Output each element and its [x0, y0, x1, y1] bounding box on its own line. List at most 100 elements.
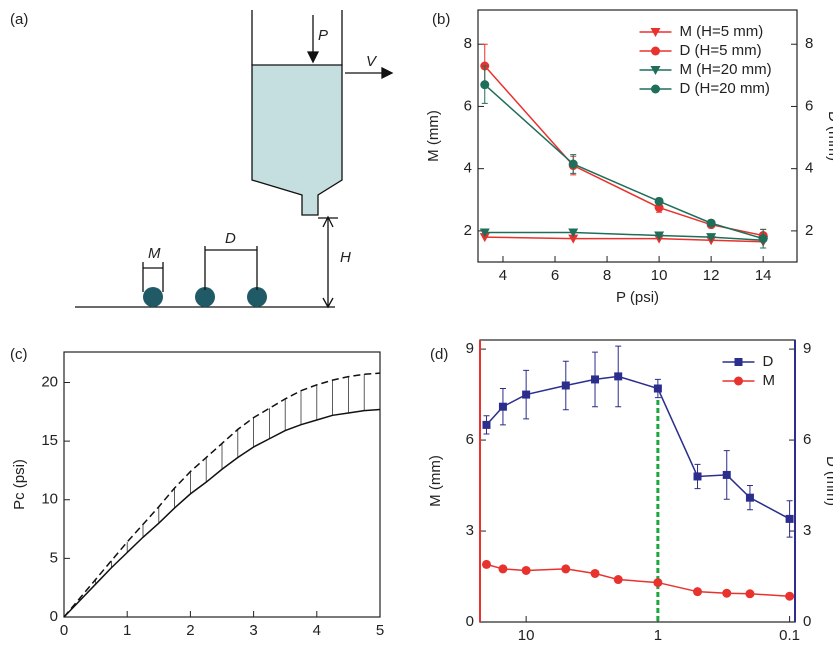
y-tick-label: 6	[466, 431, 474, 448]
panel-label: (a)	[10, 11, 28, 28]
series-line	[63, 372, 381, 618]
series-line	[63, 408, 381, 618]
series-line	[486, 563, 790, 597]
legend-label: M (H=5 mm)	[680, 23, 764, 40]
legend-label: D (H=20 mm)	[680, 80, 770, 97]
marker	[734, 376, 743, 386]
x-tick-label: 0	[60, 622, 68, 639]
marker	[654, 231, 665, 241]
plot-frame	[477, 9, 798, 263]
y-axis-label: M (mm)	[425, 110, 442, 162]
marker	[590, 568, 600, 578]
y-tick-label: 4	[464, 160, 472, 177]
x-tick-label: 1	[654, 627, 662, 644]
x-tick-label: 5	[376, 622, 384, 639]
marker	[654, 196, 664, 206]
droplet	[247, 287, 267, 307]
legend-label: M (H=20 mm)	[680, 61, 772, 78]
y-tick-label: 10	[41, 491, 58, 508]
marker	[498, 402, 507, 411]
marker	[653, 384, 662, 393]
series-line	[485, 375, 790, 520]
syringe-body	[251, 64, 343, 216]
marker	[613, 575, 623, 585]
legend-label: D (H=5 mm)	[680, 42, 762, 59]
marker	[706, 233, 717, 243]
m-bracket	[142, 262, 164, 292]
y-axis-label: Pc (psi)	[11, 459, 28, 510]
y-tick-label: 6	[464, 97, 472, 114]
x-tick-label: 4	[313, 622, 321, 639]
marker	[734, 358, 743, 366]
marker	[521, 565, 531, 575]
arrowhead	[381, 66, 394, 80]
marker	[693, 472, 702, 481]
marker	[561, 564, 571, 574]
marker	[693, 587, 703, 597]
y2-tick-label: 2	[805, 222, 813, 239]
droplet	[195, 287, 215, 307]
y-tick-label: 15	[41, 432, 58, 449]
marker	[522, 390, 531, 399]
marker	[498, 564, 508, 574]
marker	[745, 589, 755, 599]
panel-label: (b)	[432, 11, 450, 28]
series-line	[484, 84, 764, 240]
panel-label: (c)	[10, 346, 28, 363]
x-tick-label: 8	[603, 267, 611, 284]
plot-frame	[63, 351, 381, 618]
y2-tick-label: 8	[805, 35, 813, 52]
marker	[722, 470, 731, 479]
y2-tick-label: 9	[803, 340, 811, 357]
y-tick-label: 9	[466, 340, 474, 357]
y-tick-label: 5	[50, 549, 58, 566]
x-tick-label: 12	[703, 267, 720, 284]
y-tick-label: 3	[466, 522, 474, 539]
y-tick-label: 8	[464, 35, 472, 52]
x-tick-label: 10	[518, 627, 535, 644]
marker	[479, 228, 490, 238]
marker	[651, 84, 660, 94]
h-label: H	[340, 249, 351, 266]
y2-tick-label: 6	[803, 431, 811, 448]
x-tick-label: 6	[551, 267, 559, 284]
panel-label: (d)	[430, 346, 448, 363]
marker	[785, 591, 795, 601]
y2-axis-label: D (mm)	[823, 456, 833, 506]
x-tick-label: 1	[123, 622, 131, 639]
y2-tick-label: 0	[803, 613, 811, 630]
marker	[614, 372, 623, 381]
legend-label: M	[763, 372, 776, 389]
y2-tick-label: 3	[803, 522, 811, 539]
marker	[651, 46, 660, 56]
marker	[480, 80, 490, 90]
x-axis-label: P (psi)	[616, 289, 659, 306]
marker	[758, 234, 768, 244]
marker	[591, 375, 600, 384]
x-tick-label: 14	[755, 267, 772, 284]
marker	[653, 578, 663, 588]
marker	[479, 233, 490, 243]
marker	[561, 381, 570, 390]
v-label: V	[366, 53, 378, 70]
marker	[650, 66, 661, 75]
marker	[568, 228, 579, 238]
marker	[568, 234, 579, 244]
x-tick-label: 2	[186, 622, 194, 639]
x-tick-label: 4	[499, 267, 507, 284]
y2-tick-label: 4	[805, 160, 813, 177]
x-axis-label: V (mm/s)	[192, 644, 253, 646]
y-tick-label: 2	[464, 222, 472, 239]
marker	[745, 493, 754, 502]
m-label: M	[148, 245, 161, 262]
p-label: P	[318, 27, 328, 44]
marker	[654, 203, 664, 213]
marker	[785, 514, 794, 523]
d-bracket	[204, 246, 258, 290]
x-tick-label: 0.1	[779, 627, 800, 644]
x-tick-label: 3	[249, 622, 257, 639]
arrowhead	[306, 51, 320, 64]
droplet	[143, 287, 163, 307]
marker	[722, 588, 732, 598]
